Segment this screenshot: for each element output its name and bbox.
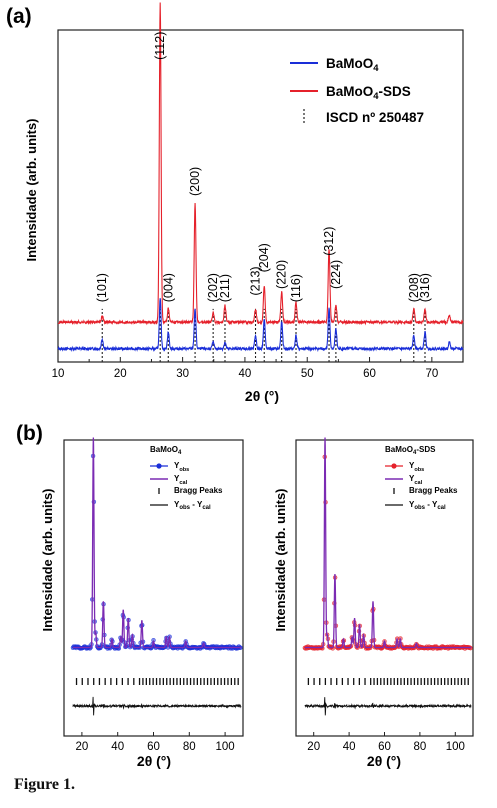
- hkl-label: (101): [95, 273, 109, 302]
- panel-b-label: (b): [16, 422, 43, 445]
- legend-label: Ycal: [174, 474, 188, 486]
- legend-swatch: [156, 463, 162, 469]
- x-tick-label: 50: [301, 368, 314, 380]
- x-tick-label: 20: [307, 741, 320, 753]
- legend-label: Yobs - Ycal: [409, 500, 446, 511]
- diff-line: [72, 696, 242, 716]
- panel-b-left-xlabel: 2θ (°): [137, 753, 171, 769]
- legend-label: Yobs: [409, 461, 424, 473]
- hkl-label: (116): [289, 274, 303, 302]
- x-tick-label: 40: [111, 741, 124, 753]
- series-line: [57, 298, 464, 353]
- legend-label: Bragg Peaks: [174, 486, 223, 495]
- hkl-label: (220): [275, 260, 289, 289]
- legend-label: Yobs - Ycal: [174, 500, 211, 511]
- calc-line: [72, 437, 242, 649]
- legend-label: ISCD nº 250487: [326, 110, 424, 125]
- x-tick-label: 100: [446, 741, 465, 753]
- diff-line: [304, 697, 472, 716]
- hkl-label: (213): [249, 266, 263, 295]
- panel-a-frame: [57, 29, 464, 363]
- hkl-label: (112): [153, 32, 167, 60]
- hkl-label: (208): [407, 273, 421, 302]
- rietveld-legend-title: BaMoO4: [150, 445, 182, 456]
- hkl-label: (312): [322, 227, 336, 256]
- hkl-label: (204): [257, 243, 271, 272]
- hkl-label: (224): [329, 260, 343, 289]
- legend-swatch: [391, 463, 397, 469]
- x-tick-label: 40: [239, 368, 252, 380]
- x-tick-label: 60: [363, 368, 376, 380]
- series-line: [57, 2, 464, 326]
- x-tick-label: 60: [378, 741, 391, 753]
- hkl-label: (316): [418, 273, 432, 302]
- x-tick-label: 100: [216, 741, 235, 753]
- hkl-label: (004): [161, 273, 175, 302]
- x-tick-label: 80: [183, 741, 196, 753]
- panel-b-right-ylabel: Intensidade (arb. units): [273, 488, 288, 631]
- x-tick-label: 70: [425, 368, 438, 380]
- x-tick-label: 80: [414, 741, 427, 753]
- hkl-label: (211): [218, 274, 232, 302]
- legend-label: Bragg Peaks: [409, 486, 458, 495]
- panel-a-chart: (101) (112) (004) (200) (202)(211) (213)(204)…: [52, 2, 464, 380]
- x-tick-label: 30: [176, 368, 189, 380]
- panel-a-ylabel: Intensidade (arb. units): [24, 118, 39, 261]
- panel-b-right-xlabel: 2θ (°): [367, 753, 401, 769]
- panel-a-label: (a): [6, 5, 32, 28]
- figure-caption: Figure 1.: [14, 776, 76, 793]
- x-tick-label: 20: [114, 368, 127, 380]
- x-tick-label: 60: [147, 741, 160, 753]
- calc-line: [304, 437, 472, 649]
- hkl-label: (202): [206, 273, 220, 302]
- panel-a-xlabel: 2θ (°): [245, 388, 279, 404]
- legend-label: Yobs: [174, 461, 189, 473]
- rietveld-frame: [63, 439, 244, 737]
- x-tick-label: 10: [52, 368, 65, 380]
- hkl-label: (200): [188, 167, 202, 196]
- legend-label: BaMoO4-SDS: [326, 84, 411, 102]
- x-tick-label: 40: [343, 741, 356, 753]
- rietveld-legend-title: BaMoO4-SDS: [385, 445, 436, 456]
- legend-label: BaMoO4: [326, 56, 379, 74]
- x-tick-label: 20: [76, 741, 89, 753]
- obs-point: [468, 645, 473, 651]
- panel-b-left-ylabel: Intensidade (arb. units): [40, 488, 55, 631]
- rietveld-frame: [295, 439, 474, 737]
- legend-label: Ycal: [409, 474, 423, 486]
